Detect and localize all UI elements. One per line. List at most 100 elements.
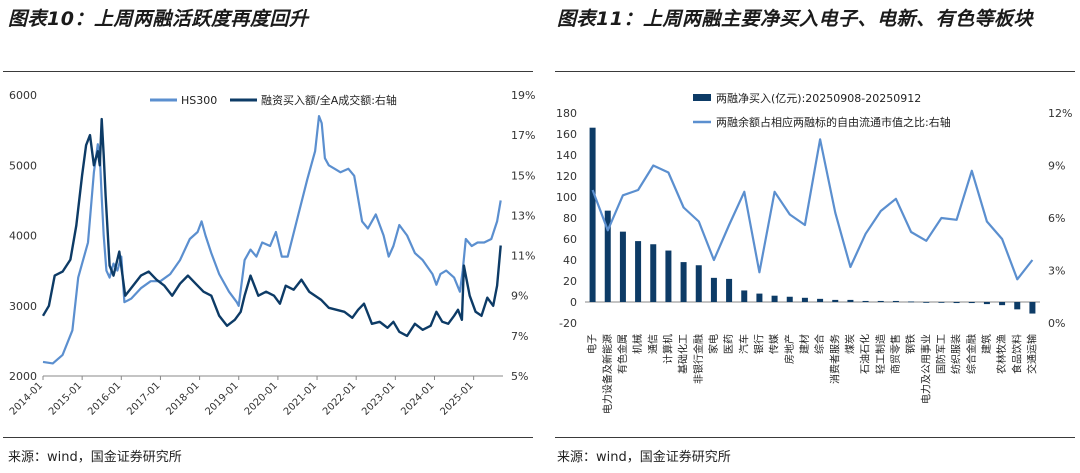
category-label: 传媒 — [769, 334, 781, 354]
legend-ratio-label: 两融余额占相应两融标的自由流通市值之比:右轴 — [716, 115, 951, 129]
net-buy-bar — [726, 278, 733, 302]
category-label: 商贸零售 — [889, 334, 902, 374]
y2-tick-label: 3% — [1048, 265, 1065, 278]
right-bottom-rule — [555, 437, 1075, 438]
legend-net-buy-swatch — [693, 94, 711, 101]
net-buy-bar — [1029, 302, 1036, 314]
net-buy-bar — [786, 296, 793, 302]
left-bottom-rule — [3, 437, 533, 438]
y2-tick-label: 7% — [511, 330, 528, 343]
right-source-note: 来源：wind，国金证券研究所 — [557, 450, 731, 465]
left-chart-title: 图表10：上周两融活跃度再度回升 — [8, 8, 309, 30]
net-buy-bar — [1014, 302, 1021, 310]
category-label: 石油石化 — [859, 334, 872, 374]
net-buy-bar — [862, 300, 869, 302]
category-label: 银行 — [752, 334, 765, 354]
net-buy-bar — [650, 244, 657, 302]
net-buy-bar — [604, 210, 611, 302]
category-label: 电子 — [586, 334, 599, 354]
category-label: 有色金属 — [616, 334, 629, 374]
category-label: 基础化工 — [677, 334, 690, 374]
category-label: 交通运输 — [1025, 334, 1038, 374]
category-label: 建筑 — [980, 334, 993, 354]
net-buy-bar — [680, 262, 687, 302]
margin-balance-ratio-line — [591, 138, 1034, 281]
margin-ratio-line — [41, 117, 502, 338]
net-buy-bar — [635, 241, 642, 302]
y-tick-label: -20 — [559, 317, 577, 330]
category-label: 国防军工 — [934, 334, 947, 374]
net-buy-bar — [589, 127, 596, 302]
net-buy-bar — [999, 302, 1006, 306]
net-buy-bar — [741, 290, 748, 302]
category-label: 非银行金融 — [692, 334, 705, 384]
category-label: 机械 — [631, 334, 644, 354]
y2-tick-label: 11% — [511, 250, 535, 263]
left-source-note: 来源：wind，国金证券研究所 — [8, 450, 182, 465]
y-tick-label: 4000 — [9, 230, 37, 243]
y2-tick-label: 6% — [1048, 212, 1065, 225]
y-tick-label: 3000 — [9, 300, 37, 313]
category-label: 钢铁 — [904, 334, 917, 354]
category-label: 电力及公用事业 — [919, 334, 932, 404]
y2-tick-label: 13% — [511, 209, 535, 222]
net-buy-bar — [817, 298, 824, 302]
y2-tick-label: 12% — [1048, 107, 1072, 120]
net-buy-bar — [695, 265, 702, 302]
y2-tick-label: 19% — [511, 89, 535, 102]
category-label: 电力设备及新能源 — [601, 334, 614, 414]
y-tick-label: 160 — [556, 128, 577, 141]
net-buy-bar — [953, 302, 960, 304]
y2-tick-label: 0% — [1048, 317, 1065, 330]
y2-tick-label: 9% — [511, 290, 528, 303]
y-tick-label: 0 — [570, 296, 577, 309]
y-tick-label: 2000 — [9, 370, 37, 383]
category-label: 食品饮料 — [1010, 334, 1023, 374]
category-label: 医药 — [723, 334, 735, 354]
left-top-rule — [3, 71, 533, 72]
y-tick-label: 6000 — [9, 89, 37, 102]
y-tick-label: 60 — [563, 233, 577, 246]
net-buy-bar — [892, 300, 899, 302]
net-buy-bar — [665, 250, 672, 302]
legend-net-buy-label: 两融净买入(亿元):20250908-20250912 — [716, 91, 921, 105]
category-label: 房地产 — [783, 334, 796, 364]
y-tick-label: 5000 — [9, 159, 37, 172]
net-buy-bar — [756, 293, 763, 302]
y-tick-label: 80 — [563, 212, 577, 225]
net-buy-bar — [923, 302, 930, 303]
net-buy-bar — [771, 295, 778, 302]
category-label: 汽车 — [737, 334, 750, 354]
net-buy-bar — [968, 302, 975, 304]
category-label: 煤炭 — [843, 334, 856, 354]
category-label: 消费者服务 — [828, 334, 841, 384]
category-label: 计算机 — [661, 334, 674, 364]
category-label: 综合 — [813, 334, 826, 354]
y2-tick-label: 9% — [1048, 160, 1065, 173]
net-buy-bar — [710, 277, 717, 302]
net-buy-bar — [938, 302, 945, 303]
category-label: 农林牧渔 — [995, 334, 1008, 374]
net-buy-bar — [847, 299, 854, 302]
hs300-line — [42, 114, 502, 365]
y-tick-label: 100 — [556, 191, 577, 204]
right-top-rule — [555, 71, 1075, 72]
legend-margin-ratio-label: 融资买入额/全A成交额:右轴 — [261, 93, 397, 107]
y-tick-label: 180 — [556, 107, 577, 120]
y2-tick-label: 15% — [511, 169, 535, 182]
category-label: 建材 — [798, 334, 811, 354]
net-buy-bar — [832, 299, 839, 302]
category-label: 纺织服装 — [950, 334, 963, 374]
category-label: 通信 — [647, 334, 659, 354]
y-tick-label: 20 — [563, 275, 577, 288]
y-tick-label: 40 — [563, 254, 577, 267]
legend-hs300-label: HS300 — [181, 94, 217, 107]
y2-tick-label: 17% — [511, 129, 535, 142]
right-chart-title: 图表11：上周两融主要净买入电子、电新、有色等板块 — [557, 8, 1033, 30]
y-tick-label: 120 — [556, 170, 577, 183]
category-label: 家电 — [707, 334, 720, 354]
net-buy-bar — [983, 302, 990, 305]
net-buy-bar — [908, 301, 915, 303]
